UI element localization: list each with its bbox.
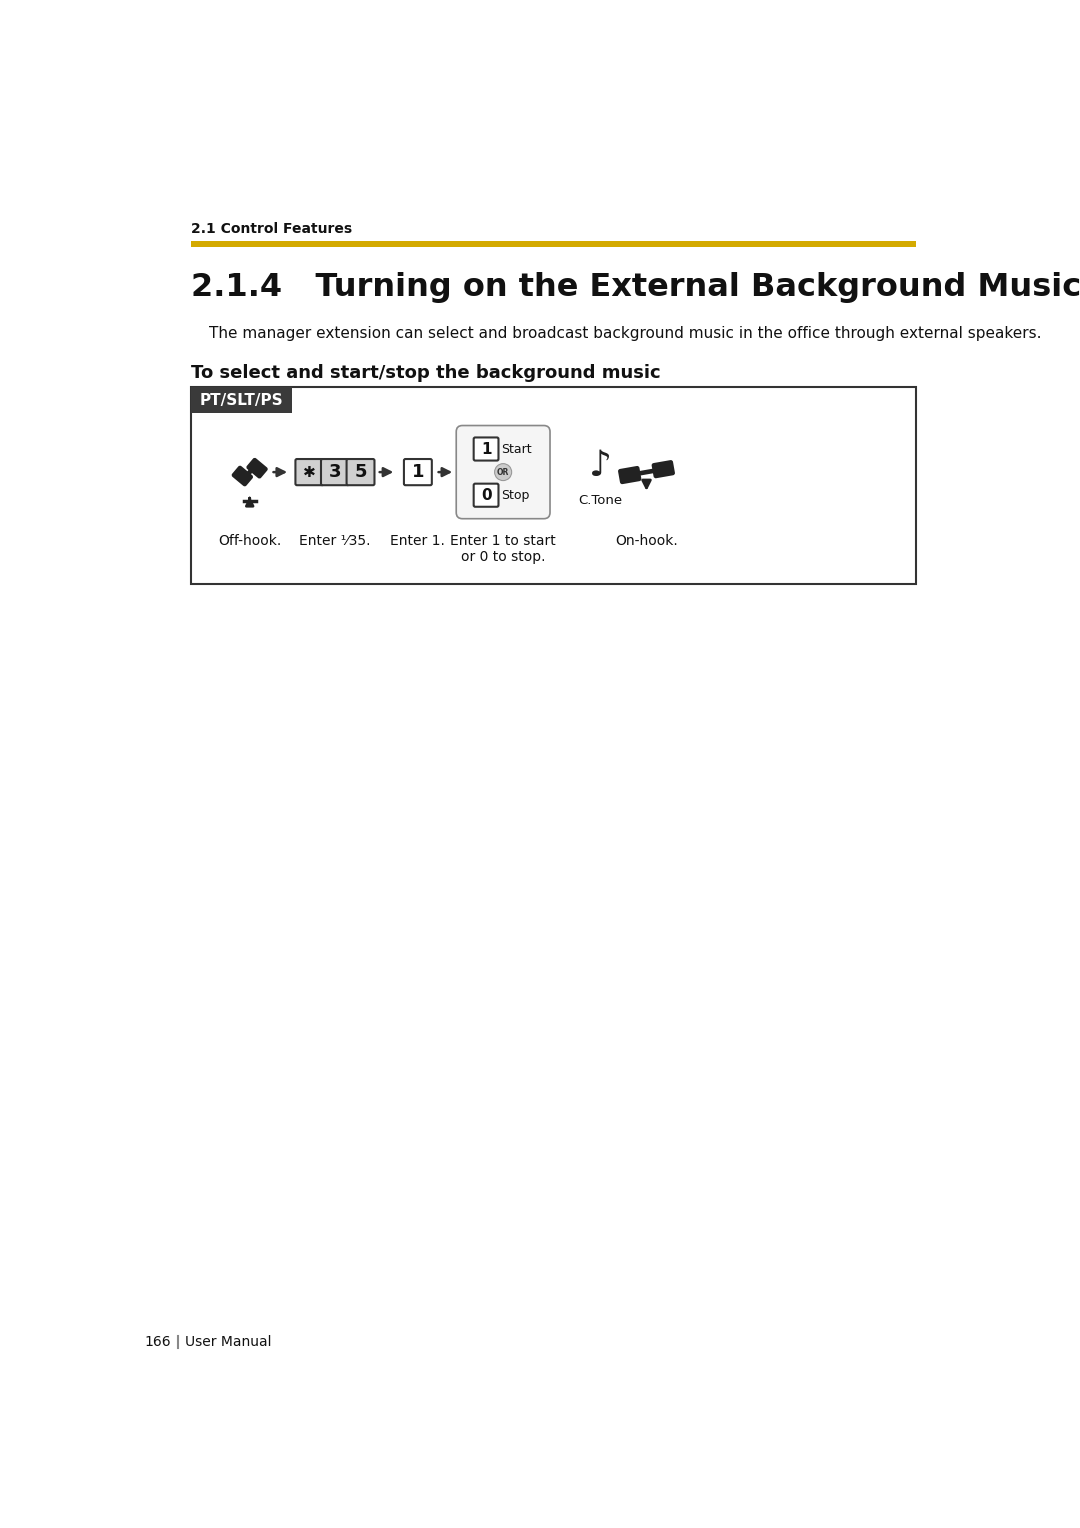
Circle shape xyxy=(495,463,512,481)
FancyBboxPatch shape xyxy=(246,458,268,478)
Bar xyxy=(191,388,916,584)
Bar xyxy=(245,468,255,477)
Bar xyxy=(191,241,916,246)
Text: Stop: Stop xyxy=(501,489,530,501)
Text: C.Tone: C.Tone xyxy=(578,494,622,507)
FancyBboxPatch shape xyxy=(296,458,323,486)
Text: Start: Start xyxy=(501,443,532,455)
Text: 5: 5 xyxy=(354,463,367,481)
FancyBboxPatch shape xyxy=(456,425,550,518)
Text: 3: 3 xyxy=(328,463,341,481)
FancyBboxPatch shape xyxy=(321,458,349,486)
FancyBboxPatch shape xyxy=(404,458,432,486)
Text: Enter 1.: Enter 1. xyxy=(391,533,445,547)
Text: PT/SLT/PS: PT/SLT/PS xyxy=(200,393,283,408)
Text: OR: OR xyxy=(497,468,510,477)
FancyBboxPatch shape xyxy=(651,460,675,478)
Text: 0: 0 xyxy=(481,487,491,503)
Text: On-hook.: On-hook. xyxy=(616,533,678,547)
Text: 166: 166 xyxy=(144,1335,171,1349)
Bar xyxy=(627,477,635,481)
Text: 2.1.4   Turning on the External Background Music (BGM): 2.1.4 Turning on the External Background… xyxy=(191,272,1080,303)
FancyBboxPatch shape xyxy=(347,458,375,486)
Text: Off-hook.: Off-hook. xyxy=(218,533,281,547)
Text: Enter ⅟35.: Enter ⅟35. xyxy=(299,533,370,547)
Text: The manager extension can select and broadcast background music in the office th: The manager extension can select and bro… xyxy=(208,325,1041,341)
Bar xyxy=(638,469,654,475)
Text: Enter 1 to start
or 0 to stop.: Enter 1 to start or 0 to stop. xyxy=(450,533,556,564)
Text: To select and start/stop the background music: To select and start/stop the background … xyxy=(191,364,661,382)
Text: User Manual: User Manual xyxy=(186,1335,272,1349)
Text: ✱: ✱ xyxy=(303,465,315,480)
Text: 1: 1 xyxy=(481,442,491,457)
FancyBboxPatch shape xyxy=(474,437,499,460)
Text: 2.1 Control Features: 2.1 Control Features xyxy=(191,222,352,235)
FancyBboxPatch shape xyxy=(231,466,253,486)
FancyBboxPatch shape xyxy=(618,466,642,484)
Text: ♪: ♪ xyxy=(589,449,611,483)
Bar xyxy=(659,472,667,477)
FancyBboxPatch shape xyxy=(474,484,499,507)
Text: 1: 1 xyxy=(411,463,424,481)
Bar xyxy=(191,388,292,413)
